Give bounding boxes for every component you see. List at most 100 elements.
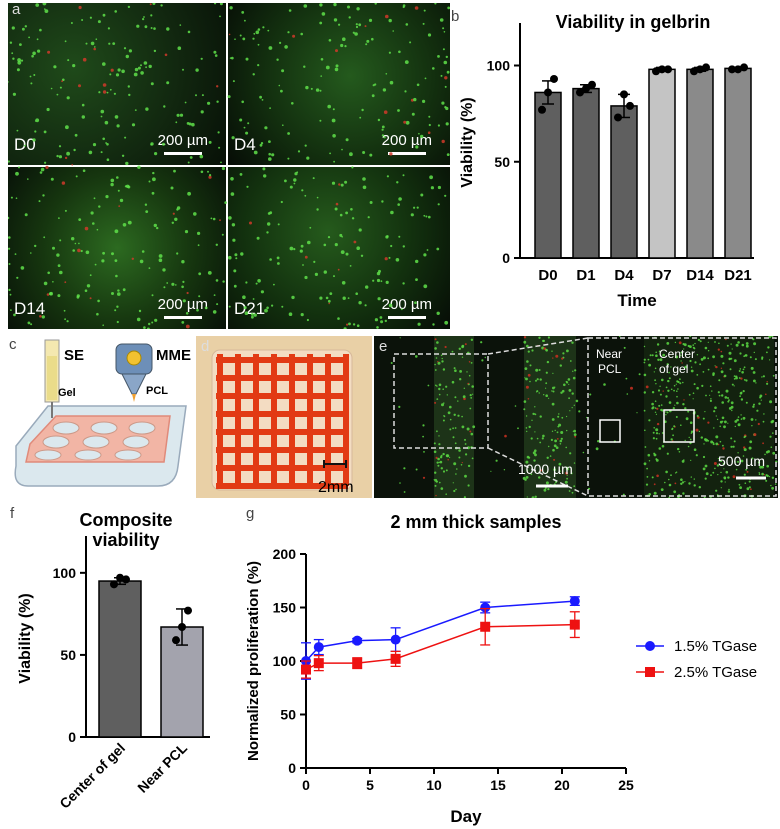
data-point	[728, 65, 736, 74]
svg-text:PCL: PCL	[598, 362, 622, 376]
panel-label: f	[10, 505, 15, 522]
scale-label-left: 1000 µm	[518, 461, 573, 477]
data-point	[664, 65, 672, 74]
bar	[98, 580, 142, 738]
data-point	[116, 573, 124, 582]
cell-dots-group	[8, 3, 450, 329]
inset-box	[393, 353, 489, 449]
data-point	[569, 619, 580, 630]
x-tick-label: D14	[686, 267, 714, 284]
bar	[572, 87, 600, 259]
y-axis-label: Viability (%)	[17, 593, 34, 683]
proliferation-line-chart: 2 mm thick samples 0 50 100 150 200 0 5 10 15 20 25…	[245, 512, 757, 826]
panel-label: e	[379, 338, 388, 355]
near-pcl-box	[599, 419, 621, 443]
legend-marker	[645, 641, 655, 651]
data-point	[696, 65, 704, 74]
x-tick-label: Center of gel	[56, 740, 128, 812]
x-tick-label: 5	[366, 777, 374, 793]
x-tick-label: Near PCL	[134, 739, 190, 795]
mme-label: MME	[156, 347, 191, 364]
y-tick-label: 0	[288, 760, 296, 776]
chart-title: Viability in gelbrin	[556, 12, 711, 32]
composite-micrograph: Near PCL Center of gel 1000 µm 500 µm e	[374, 336, 778, 498]
day-label: D0	[14, 135, 36, 154]
bar	[610, 105, 638, 259]
legend-marker	[645, 667, 655, 677]
data-point	[702, 63, 710, 72]
y-tick-label: 100	[53, 565, 77, 581]
bar	[724, 67, 752, 259]
svg-text:of gel: of gel	[659, 362, 688, 376]
chart-title: viability	[92, 530, 159, 550]
gel-label: Gel	[58, 387, 76, 399]
scale-bar: 200 µm	[158, 132, 208, 155]
data-point	[734, 65, 742, 74]
micrograph-d4: D4 200 µm	[228, 3, 450, 165]
x-tick-label: 10	[426, 777, 442, 793]
panel-label: b	[451, 8, 460, 25]
chart-title: Composite	[79, 510, 172, 530]
x-tick-label: D1	[576, 267, 595, 284]
pcl-label: PCL	[146, 385, 168, 397]
data-point	[110, 580, 118, 589]
bar	[648, 68, 676, 259]
series-line	[305, 600, 575, 662]
scale-label: 2mm	[318, 479, 354, 496]
data-point	[550, 74, 558, 83]
data-point	[480, 621, 491, 632]
data-point	[390, 634, 401, 645]
y-tick-label: 200	[273, 546, 297, 562]
x-axis-label: Time	[617, 291, 656, 310]
y-tick-label: 50	[60, 647, 76, 663]
bar	[534, 91, 562, 259]
panel-a: D0 200 µm D4 200 µm D14 200 µm D21 200 µ…	[8, 1, 450, 329]
x-tick-label: 25	[618, 777, 634, 793]
bar	[686, 68, 714, 259]
panel-label: a	[12, 1, 21, 18]
data-point	[569, 596, 580, 607]
scale-bar: 200 µm	[382, 132, 432, 155]
x-tick-label: D4	[614, 267, 634, 284]
center-gel-label: Center	[659, 347, 695, 361]
data-point	[652, 67, 660, 76]
x-tick-label: 15	[490, 777, 506, 793]
x-tick-label: 0	[302, 777, 310, 793]
data-point	[122, 575, 130, 584]
data-point	[544, 88, 552, 97]
y-tick-label: 100	[487, 58, 511, 74]
chart-title: 2 mm thick samples	[390, 512, 561, 532]
data-point	[626, 101, 634, 110]
data-point	[740, 63, 748, 72]
y-tick-label: 0	[68, 729, 76, 745]
data-point	[313, 642, 324, 653]
x-tick-label: D21	[724, 267, 752, 284]
series-line	[305, 623, 575, 671]
data-point	[352, 635, 363, 646]
near-pcl-label: Near	[596, 347, 622, 361]
data-point	[301, 664, 311, 675]
scale-bar: 200 µm	[158, 296, 208, 319]
panel-label: d	[201, 338, 210, 355]
data-point	[178, 623, 186, 632]
data-point	[588, 80, 596, 89]
data-point	[313, 658, 324, 669]
legend-label: 2.5% TGase	[674, 664, 757, 681]
y-tick-label: 100	[273, 653, 297, 669]
data-point	[582, 84, 590, 93]
micrograph-d0: D0 200 µm	[8, 3, 226, 165]
data-point	[352, 658, 363, 669]
bioprinter-schematic: SE MME Gel PCL	[14, 339, 191, 487]
day-label: D4	[234, 135, 256, 154]
data-point	[576, 88, 584, 97]
cell-dots	[8, 3, 450, 329]
data-point	[614, 113, 622, 122]
data-point	[172, 636, 180, 645]
data-point	[538, 105, 546, 114]
x-tick-label: D0	[538, 267, 557, 284]
gear-icon	[126, 350, 142, 366]
data-point	[480, 602, 491, 613]
data-point	[390, 653, 401, 664]
y-tick-label: 0	[502, 250, 510, 266]
